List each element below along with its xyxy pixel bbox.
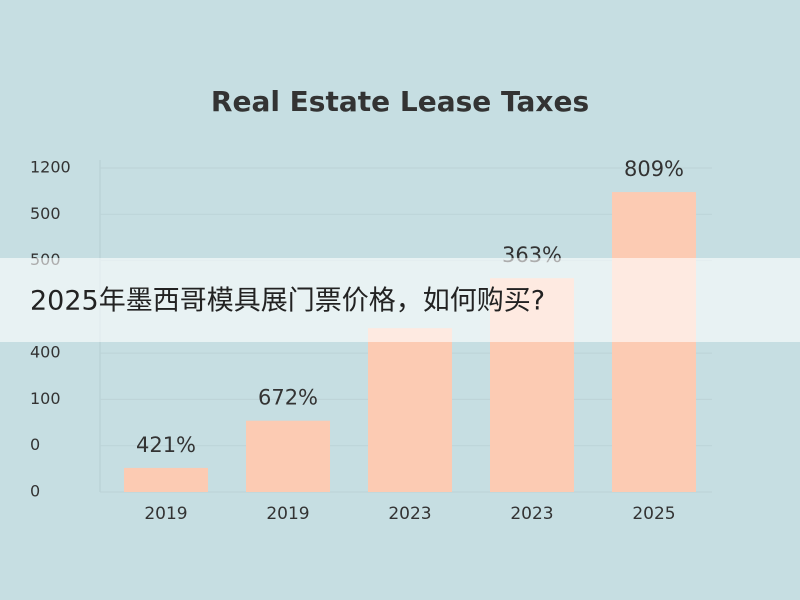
bar-label: 809% [624, 157, 684, 181]
y-tick-label: 400 [30, 343, 61, 362]
y-tick-label: 500 [30, 204, 61, 223]
x-tick-label: 2023 [388, 504, 431, 524]
bar [612, 192, 696, 492]
y-tick-label: 0 [30, 482, 40, 501]
bar [246, 420, 330, 492]
bar [124, 467, 208, 492]
x-tick-label: 2023 [510, 504, 553, 524]
banner-text: 2025年墨西哥模具展门票价格，如何购买? [30, 286, 545, 317]
banner-band [0, 258, 800, 342]
bar-label: 421% [136, 433, 196, 457]
y-tick-label: 0 [30, 435, 40, 454]
x-tick-label: 2019 [266, 504, 309, 524]
y-tick-label: 100 [30, 389, 61, 408]
y-tick-label: 1200 [30, 158, 71, 177]
x-tick-label: 2025 [632, 504, 675, 524]
bar [368, 328, 452, 492]
bar-label: 672% [258, 386, 318, 410]
chart-title: Real Estate Lease Taxes [211, 85, 589, 118]
x-tick-label: 2019 [144, 504, 187, 524]
